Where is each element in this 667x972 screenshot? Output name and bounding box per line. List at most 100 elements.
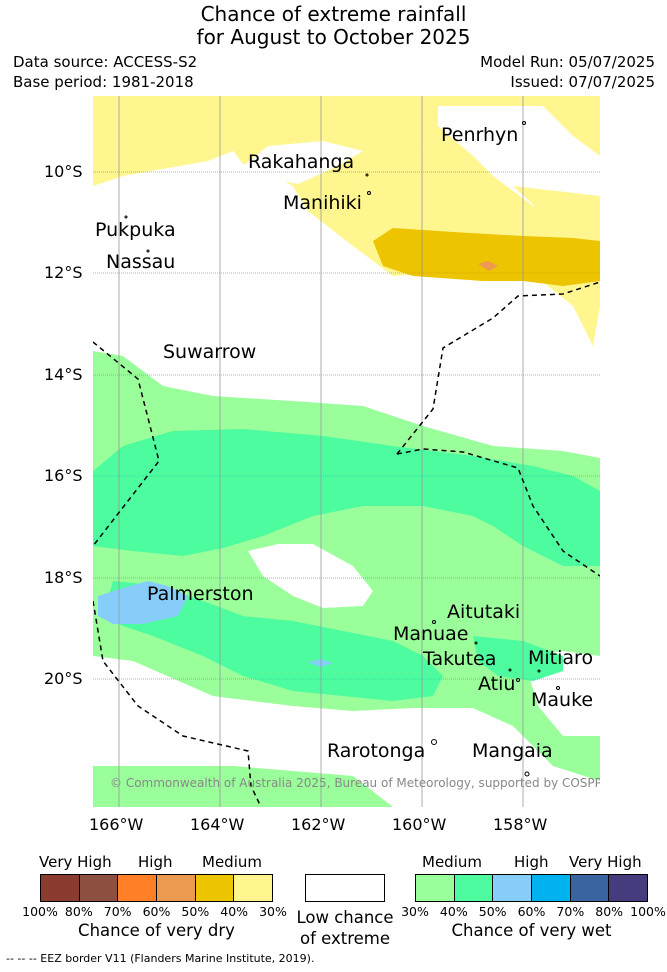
wet-swatch-0 <box>416 875 455 901</box>
wet-swatch-5 <box>609 875 648 901</box>
label-palmerston: Palmerston <box>147 583 254 605</box>
label-manuae: Manuae <box>393 623 469 645</box>
dry-swatch-2 <box>118 875 158 901</box>
dry-caption: Chance of very dry <box>78 921 235 940</box>
wet-swatch-4 <box>570 875 610 901</box>
model-run: Model Run: 05/07/2025 <box>480 53 655 71</box>
label-pukpuka: Pukpuka <box>95 219 176 241</box>
lat-tick-16s: 16°S <box>44 466 83 485</box>
wet-swatch-2 <box>493 875 533 901</box>
wet-percent-label: 50% <box>478 904 507 919</box>
lat-tick-20s: 20°S <box>44 669 83 688</box>
dry-percent-label: 40% <box>220 904 249 919</box>
map-title-line1: Chance of extreme rainfall <box>200 2 467 26</box>
dry-swatch-3 <box>157 875 196 901</box>
island-mitiaro <box>537 669 541 673</box>
island-markers <box>124 121 560 777</box>
lon-tick-160w: 160°W <box>392 815 447 834</box>
lat-tick-12s: 12°S <box>44 263 83 282</box>
island-atiu <box>516 678 520 682</box>
island-manuae <box>474 641 478 645</box>
wet-percent-label: 30% <box>401 904 429 919</box>
dry-header-high: High <box>138 853 173 871</box>
island-penrhyn <box>522 121 526 125</box>
label-mauke: Mauke <box>531 689 594 711</box>
low-chance-swatch <box>305 874 385 902</box>
lat-tick-10s: 10°S <box>44 162 83 181</box>
dry-high-spot <box>478 261 498 271</box>
dry-percent-label: 70% <box>103 904 132 919</box>
label-nassau: Nassau <box>106 251 176 273</box>
dry-medium-high-region <box>373 228 600 286</box>
island-mangaia <box>524 771 530 777</box>
base-period: Base period: 1981-2018 <box>13 73 194 91</box>
dry-color-scale <box>40 874 273 902</box>
label-rarotonga: Rarotonga <box>327 740 426 762</box>
dry-header-very-high: Very High <box>39 853 112 871</box>
no-signal-central-gap <box>248 544 373 608</box>
low-chance-caption-line1: Low chance <box>296 908 394 927</box>
eez-footnote: -- -- -- EEZ border V11 (Flanders Marine… <box>6 952 315 965</box>
dry-percent-label: 30% <box>259 904 287 919</box>
wet-color-scale <box>415 874 648 902</box>
island-nassau <box>146 249 150 253</box>
label-mangaia: Mangaia <box>472 740 553 762</box>
data-source: Data source: ACCESS-S2 <box>13 53 198 71</box>
eez-border <box>93 281 600 807</box>
dry-medium-region-north <box>93 96 600 346</box>
lon-tick-166w: 166°W <box>89 815 144 834</box>
dry-medium-edge <box>513 186 600 216</box>
dry-header-medium: Medium <box>202 853 262 871</box>
wet-swatch-3 <box>532 875 571 901</box>
island-manihiki <box>367 191 371 195</box>
copyright-notice: © Commonwealth of Australia 2025, Bureau… <box>110 776 600 790</box>
gridlines <box>93 96 600 807</box>
wet-header-very-high: Very High <box>569 853 642 871</box>
wet-percent-label: 40% <box>439 904 468 919</box>
island-rakahanga <box>365 173 369 177</box>
wet-caption: Chance of very wet <box>451 921 612 940</box>
lon-tick-164w: 164°W <box>190 815 245 834</box>
dry-percent-label: 50% <box>181 904 210 919</box>
wet-high-palmerston <box>98 581 188 624</box>
dry-swatch-0 <box>41 875 80 901</box>
lon-tick-158w: 158°W <box>493 815 548 834</box>
wet-high-spot <box>308 659 333 667</box>
lon-tick-162w: 162°W <box>291 815 346 834</box>
dry-swatch-1 <box>79 875 119 901</box>
label-manihiki: Manihiki <box>283 192 362 214</box>
wet-medium-high-patch-east <box>473 636 563 681</box>
wet-swatch-1 <box>454 875 494 901</box>
low-chance-caption-line2: of extreme <box>299 929 391 948</box>
wet-header-high: High <box>514 853 549 871</box>
wet-percent-label: 60% <box>517 904 546 919</box>
lat-tick-18s: 18°S <box>44 568 83 587</box>
no-signal-south <box>93 656 600 807</box>
label-suwarrow: Suwarrow <box>163 341 257 363</box>
label-mitiaro: Mitiaro <box>528 647 594 669</box>
dry-swatch-4 <box>195 875 235 901</box>
island-mauke <box>556 686 560 690</box>
label-atiu: Atiu <box>478 673 516 695</box>
wet-percent-label: 70% <box>556 904 585 919</box>
label-penrhyn: Penrhyn <box>441 124 519 146</box>
label-rakahanga: Rakahanga <box>248 151 355 173</box>
wet-percent-label: 100% <box>630 904 666 919</box>
no-signal-rakahanga <box>243 141 363 184</box>
dry-percent-label: 60% <box>142 904 171 919</box>
dry-percent-label: 80% <box>64 904 93 919</box>
map-title-line2: for August to October 2025 <box>196 25 471 49</box>
lat-tick-14s: 14°S <box>44 365 83 384</box>
dry-swatch-5 <box>234 875 273 901</box>
wet-percent-label: 80% <box>595 904 624 919</box>
issued-date: Issued: 07/07/2025 <box>510 73 655 91</box>
wet-medium-high-band-south <box>103 581 443 701</box>
label-takutea: Takutea <box>423 648 497 670</box>
island-pukapuka <box>124 215 128 219</box>
island-rarotonga <box>431 739 437 745</box>
dry-percent-label: 100% <box>22 904 58 919</box>
wet-header-medium: Medium <box>422 853 482 871</box>
no-signal-penrhyn <box>438 106 600 206</box>
island-takutea <box>508 668 512 672</box>
label-aitutaki: Aitutaki <box>447 601 521 623</box>
